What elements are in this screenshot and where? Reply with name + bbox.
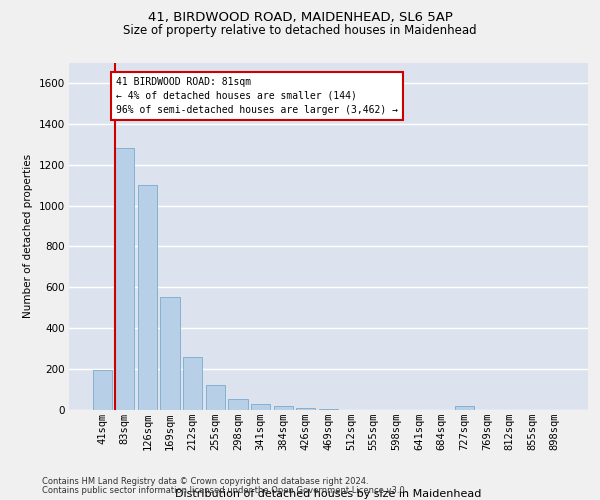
Text: Contains public sector information licensed under the Open Government Licence v3: Contains public sector information licen…	[42, 486, 407, 495]
Bar	[206, 386, 225, 410]
Text: 41, BIRDWOOD ROAD, MAIDENHEAD, SL6 5AP: 41, BIRDWOOD ROAD, MAIDENHEAD, SL6 5AP	[148, 11, 452, 24]
Bar	[455, 406, 474, 410]
Text: Size of property relative to detached houses in Maidenhead: Size of property relative to detached ho…	[123, 24, 477, 37]
Bar	[229, 399, 248, 410]
Bar	[115, 148, 134, 410]
Bar	[92, 370, 112, 410]
Bar	[319, 409, 338, 410]
Bar	[160, 296, 180, 410]
Bar	[274, 406, 293, 410]
X-axis label: Distribution of detached houses by size in Maidenhead: Distribution of detached houses by size …	[175, 489, 482, 499]
Bar	[251, 404, 270, 410]
Text: Contains HM Land Registry data © Crown copyright and database right 2024.: Contains HM Land Registry data © Crown c…	[42, 477, 368, 486]
Bar	[296, 408, 316, 410]
Bar	[183, 357, 202, 410]
Bar	[138, 185, 157, 410]
Y-axis label: Number of detached properties: Number of detached properties	[23, 154, 33, 318]
Text: 41 BIRDWOOD ROAD: 81sqm
← 4% of detached houses are smaller (144)
96% of semi-de: 41 BIRDWOOD ROAD: 81sqm ← 4% of detached…	[116, 77, 398, 115]
